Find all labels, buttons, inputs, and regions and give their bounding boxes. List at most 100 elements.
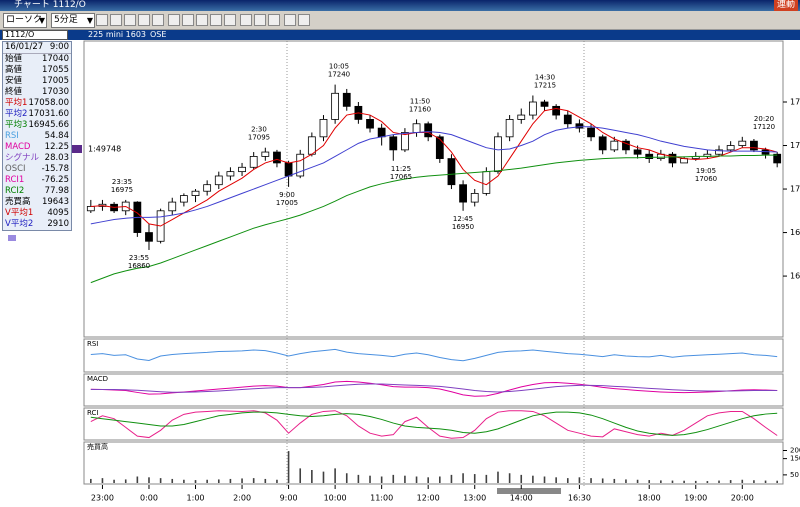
exchange: OSE: [150, 30, 167, 39]
x-tick-label: 20:00: [731, 494, 754, 503]
tool-icon[interactable]: [298, 14, 310, 26]
annotation-price: 16950: [452, 223, 474, 231]
chart-kind-select[interactable]: ローソク ▼: [3, 13, 47, 28]
x-tick-label: 11:00: [370, 494, 393, 503]
candle-body: [587, 127, 595, 138]
x-tick-label: 18:00: [638, 494, 661, 503]
data-label: 平均1: [5, 98, 28, 108]
volume-bar: [508, 473, 511, 483]
data-row: 平均1 17058.00: [3, 98, 71, 109]
candle-body: [610, 140, 619, 151]
data-label: シグナル: [5, 153, 40, 163]
dropdown-arrow: ▼: [38, 16, 45, 25]
indicator-line: [90, 126, 778, 225]
data-value: 77.98: [44, 186, 69, 196]
annotation-time: 10:05: [329, 63, 349, 71]
dropdown-arrow: ▼: [86, 16, 93, 25]
data-label: RCI2: [5, 186, 25, 196]
panel-frame: [83, 373, 784, 407]
annotation-price: 17160: [409, 105, 431, 113]
tool-icon[interactable]: [182, 14, 194, 26]
interval: 5分足: [54, 15, 78, 25]
tool-icon[interactable]: [96, 14, 108, 26]
tool-icon[interactable]: [268, 14, 280, 26]
candle-body: [261, 151, 270, 157]
title-bar: チャート 1112/O 連動: [0, 0, 800, 11]
data-row: 平均3 16945.66: [3, 120, 71, 131]
volume-bar: [718, 480, 720, 483]
volume-bar: [183, 479, 185, 483]
data-value: 17005: [41, 76, 69, 86]
candle-body: [307, 136, 316, 155]
annotation-price: 17095: [248, 134, 270, 142]
volume-bar: [776, 480, 778, 483]
tool-icon[interactable]: [196, 14, 208, 26]
link-button[interactable]: 連動: [773, 0, 798, 11]
contract: 225 mini 1603: [88, 30, 147, 39]
volume-bar: [369, 475, 371, 483]
data-label: 終値: [5, 87, 23, 97]
volume-bar: [439, 476, 441, 483]
volume-bar: [520, 474, 523, 483]
data-row: シグナル 28.03: [3, 153, 71, 164]
scrollbar-thumb[interactable]: [497, 488, 561, 494]
data-label: RCI1: [5, 175, 25, 185]
panel-title: RCI: [87, 409, 98, 417]
data-label: 売買高: [5, 197, 31, 207]
panel-frame: [83, 338, 784, 373]
candle-body: [249, 156, 258, 168]
volume-bar: [229, 478, 232, 483]
volume-bar: [683, 480, 685, 483]
tool-icon[interactable]: [210, 14, 222, 26]
annotation-price: 17065: [390, 173, 412, 181]
panel-frame: [83, 441, 784, 485]
tool-icon[interactable]: [110, 14, 122, 26]
x-tick-label: 23:00: [91, 494, 114, 503]
candle-body: [179, 195, 188, 203]
code-input[interactable]: 1112/O: [2, 30, 68, 40]
volume-bar: [578, 477, 581, 483]
tool-icon[interactable]: [224, 14, 236, 26]
candle-body: [598, 136, 607, 151]
tool-icon[interactable]: [124, 14, 136, 26]
tool-icon[interactable]: [254, 14, 266, 26]
panel-title: 売買高: [87, 442, 108, 451]
data-row: 平均2 17031.60: [3, 109, 71, 120]
candle-body: [726, 145, 735, 151]
volume-bar: [276, 479, 278, 483]
candle-body: [86, 206, 95, 212]
data-row: 安値 17005: [3, 76, 71, 87]
chart-kind: ローソク: [6, 15, 43, 25]
candle-body: [668, 153, 677, 164]
data-row: OSCI -15.78: [3, 164, 71, 175]
candle-body: [284, 162, 293, 177]
candle-body: [470, 192, 479, 203]
data-label: V平均1: [5, 208, 34, 218]
data-value: 4095: [47, 208, 69, 218]
tool-icon[interactable]: [240, 14, 252, 26]
candle-body: [750, 140, 758, 151]
tool-icon[interactable]: [138, 14, 150, 26]
candle-body: [575, 123, 584, 129]
x-tick-label: 0:00: [140, 494, 158, 503]
data-label: 16/01/27: [5, 42, 44, 52]
candle-body: [319, 119, 328, 138]
y-tick-label: 17200: [790, 98, 800, 107]
data-row: 16/01/27 9:00: [3, 42, 71, 54]
tool-icon[interactable]: [284, 14, 296, 26]
tool-icon[interactable]: [152, 14, 164, 26]
interval-select[interactable]: 5分足 ▼: [51, 13, 95, 28]
x-tick-label: 14:00: [510, 494, 533, 503]
volume-bar: [252, 478, 255, 483]
candle-body: [366, 119, 374, 129]
data-value: 54.84: [44, 131, 69, 141]
tool-icon[interactable]: [168, 14, 180, 26]
volume-bar: [671, 480, 674, 483]
indicator-line: [90, 411, 778, 436]
annotation-price: 17005: [276, 199, 298, 207]
data-label: 平均3: [5, 120, 28, 130]
candle-body: [203, 184, 212, 192]
y-tick-label: 17100: [790, 141, 800, 150]
y-tick-label: 16900: [790, 228, 800, 237]
